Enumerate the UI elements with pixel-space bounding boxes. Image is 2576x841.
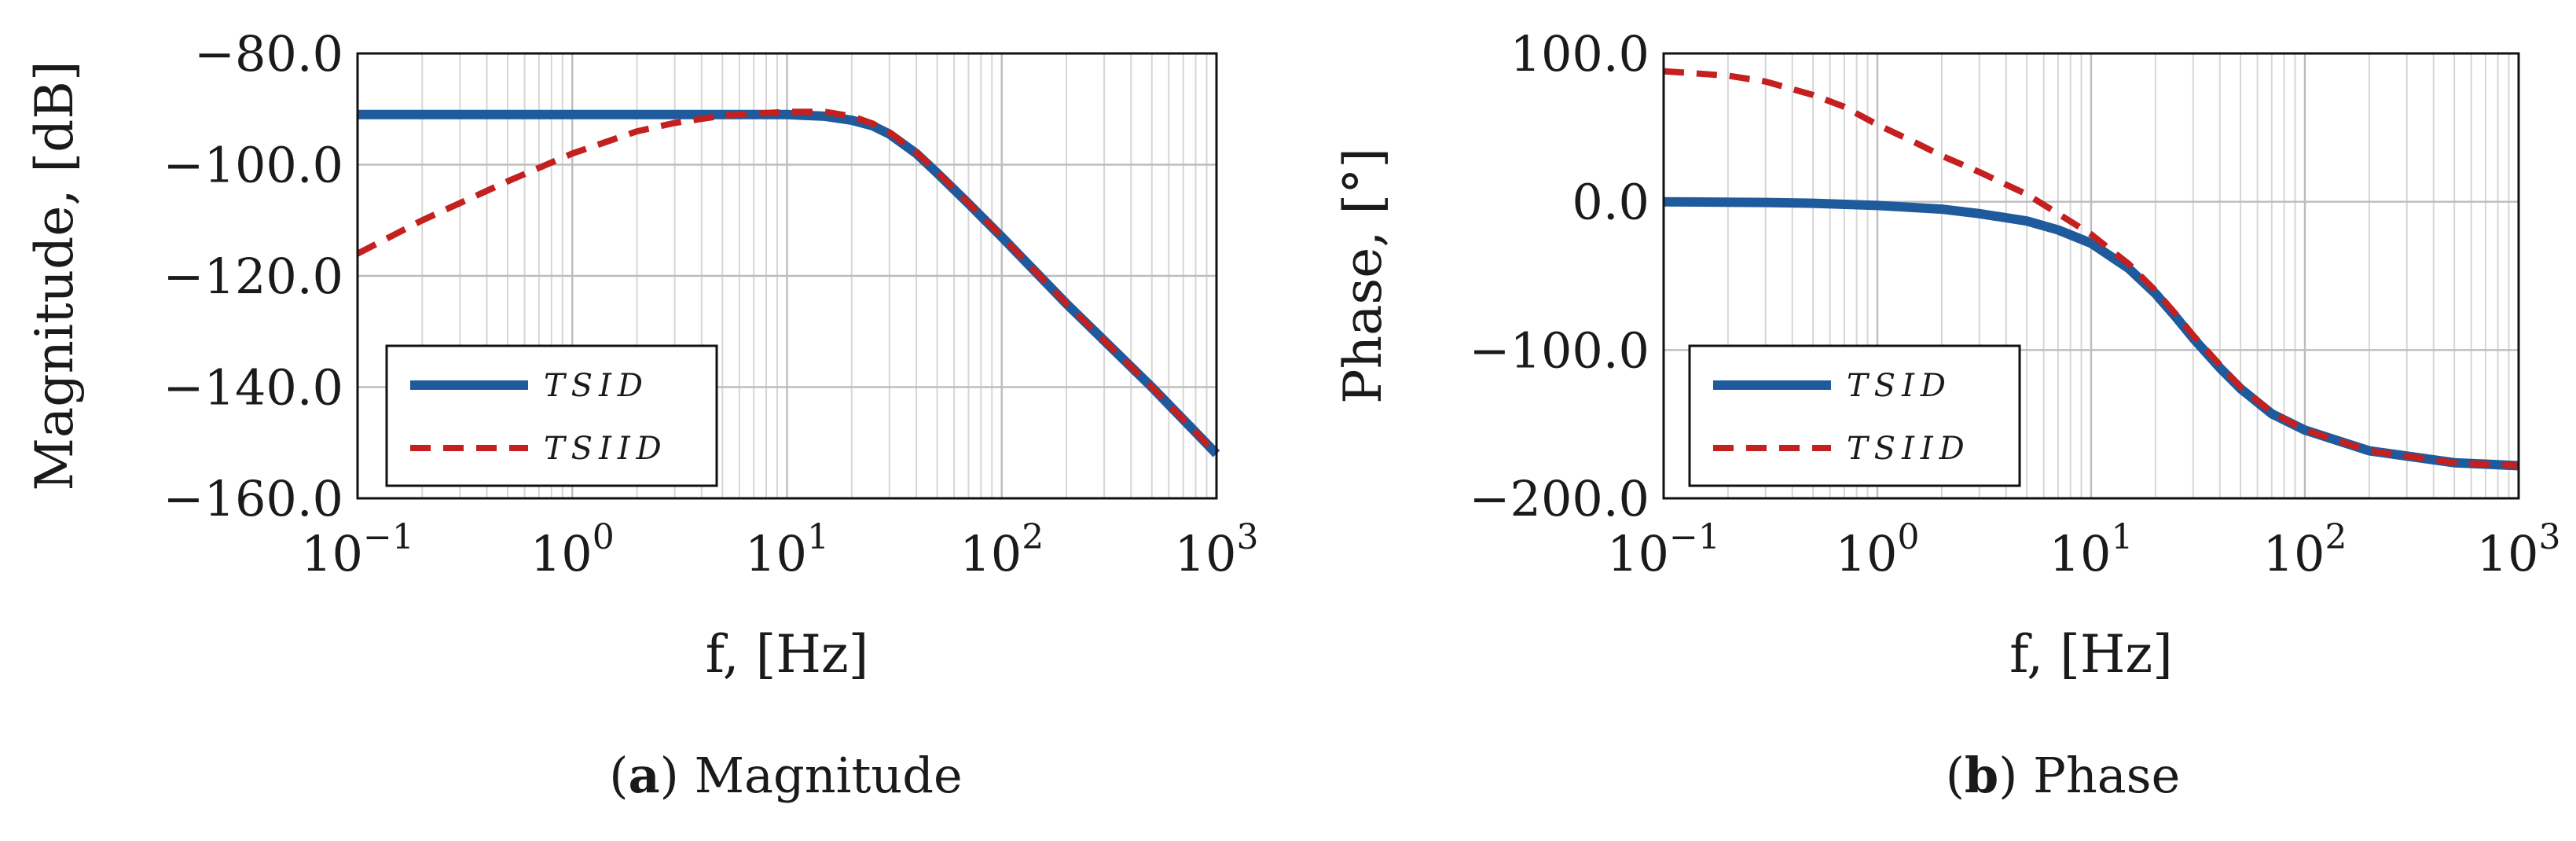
y-tick-label: −80.0 bbox=[194, 25, 343, 83]
y-tick-label: 0.0 bbox=[1572, 174, 1649, 231]
series-line-tsiid bbox=[1663, 68, 2519, 469]
series-line-tsiid bbox=[356, 108, 1219, 457]
y-tick-label: −120.0 bbox=[163, 248, 343, 305]
x-tick-label: 103 bbox=[2477, 517, 2561, 582]
caption: (a) Magnitude bbox=[609, 747, 962, 804]
x-tick-label: 102 bbox=[960, 517, 1044, 582]
caption: (b) Phase bbox=[1946, 747, 2181, 804]
y-tick-label: −160.0 bbox=[163, 470, 343, 527]
x-axis-label: f, [Hz] bbox=[706, 624, 869, 685]
x-axis-label: f, [Hz] bbox=[2009, 624, 2173, 685]
plot-frame bbox=[356, 52, 1218, 500]
legend-label-tsiid: TSIID bbox=[1847, 431, 1971, 467]
x-tick-label: 103 bbox=[1175, 517, 1259, 582]
y-tick-label: 100.0 bbox=[1510, 25, 1650, 83]
x-tick-label: 100 bbox=[1836, 517, 1920, 582]
x-tick-label: 100 bbox=[530, 517, 615, 582]
y-axis-label: Phase, [°] bbox=[1333, 148, 1393, 404]
legend-label-tsid: TSID bbox=[544, 368, 649, 404]
legend-box bbox=[1688, 344, 2021, 487]
legend-label-tsiid: TSIID bbox=[544, 431, 668, 467]
legend: TSID TSIID bbox=[385, 344, 718, 487]
legend: TSID TSIID bbox=[1688, 344, 2021, 487]
y-axis-label: Magnitude, [dB] bbox=[24, 61, 85, 490]
y-tick-label: −140.0 bbox=[163, 359, 343, 417]
x-tick-label: 101 bbox=[745, 517, 829, 582]
chart-panel-a: −80.0 −100.0 −120.0 −140.0 −160.010−1 100 101 1… bbox=[24, 25, 1258, 804]
legend-box bbox=[385, 344, 718, 487]
y-tick-label: −100.0 bbox=[1470, 321, 1649, 379]
plot-frame bbox=[1662, 52, 2520, 500]
chart-panel-b: 100.0 0.0 −100.0 −200.010−1 100 101 102 103 f, [… bbox=[1333, 25, 2560, 804]
legend-label-tsid: TSID bbox=[1847, 368, 1952, 404]
x-tick-label: 101 bbox=[2049, 517, 2134, 582]
x-tick-label: 10−1 bbox=[1607, 517, 1720, 582]
x-tick-label: 102 bbox=[2263, 517, 2347, 582]
y-tick-label: −100.0 bbox=[163, 137, 343, 194]
x-tick-label: 10−1 bbox=[301, 517, 414, 582]
y-tick-label: −200.0 bbox=[1470, 470, 1649, 527]
